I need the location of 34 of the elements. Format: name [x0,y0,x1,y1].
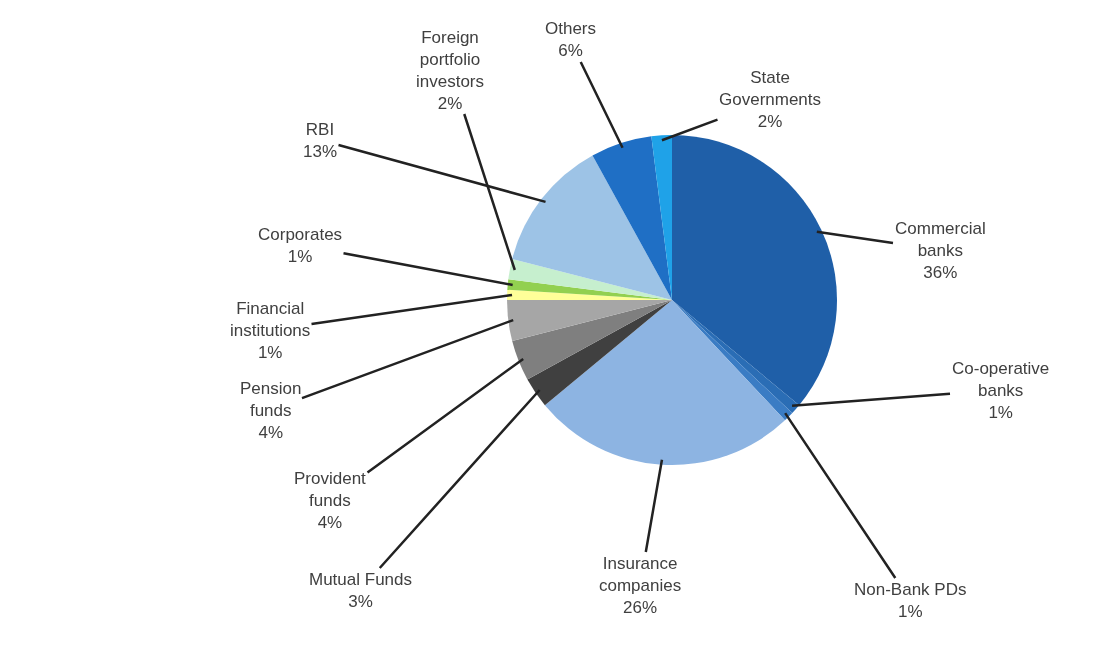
slice-label: Financial institutions [230,299,311,341]
data-label: 2% [757,112,783,132]
pie-slice [507,300,672,342]
data-label: 1% [287,247,313,267]
slice-label: State Governments [719,68,822,110]
data-label: 1% [988,403,1013,423]
slice-label: Commercial banks [895,219,986,261]
pie-slice [512,300,672,380]
slice-label: Non-Bank PDs [854,580,967,599]
data-label: 6% [558,41,583,61]
data-label: 2% [437,94,463,114]
data-label: 26% [623,598,658,618]
slice-label: Corporates [258,225,343,244]
data-label: 4% [317,513,343,533]
slice-label: RBI [305,120,335,139]
data-label: 3% [348,592,373,612]
slice-label: Pension funds [240,379,302,421]
pie-slice [672,135,837,406]
data-label: 4% [258,423,284,443]
data-label: 36% [923,263,958,283]
data-label: 13% [303,142,338,162]
slice-label: Provident funds [294,469,367,511]
data-label: 1% [897,602,923,622]
pie-slice [512,155,672,300]
slice-label: Others [545,19,597,38]
data-label: 1% [257,343,283,363]
slice-label: Foreign portfolio investors [416,28,485,92]
slice-label: Insurance companies [599,554,682,596]
pie-slice [592,136,672,300]
pie-slice [527,300,672,406]
slice-label: Mutual Funds [309,570,412,589]
pie-slice [544,300,785,465]
pie-slice [508,258,672,300]
slice-label: Co-operative banks [952,359,1050,401]
